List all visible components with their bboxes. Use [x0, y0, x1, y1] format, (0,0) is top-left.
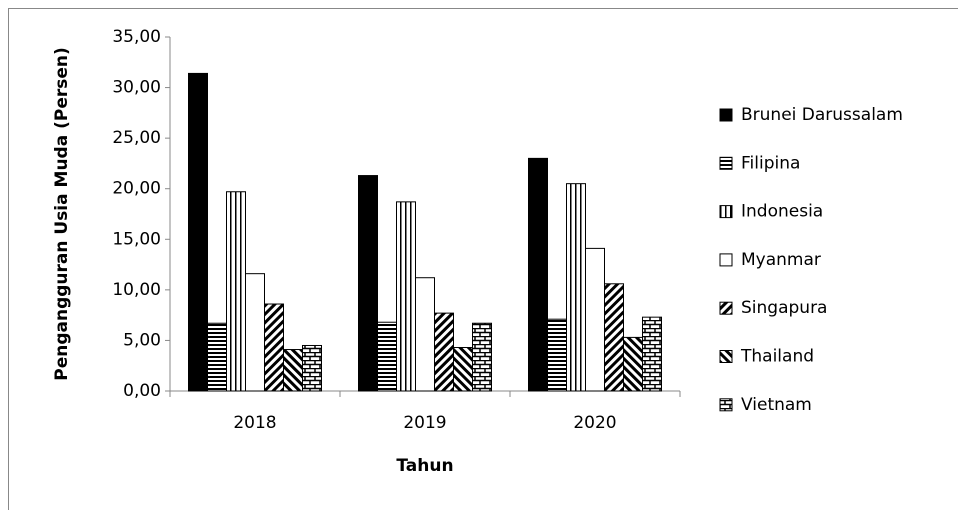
bar [284, 350, 303, 391]
legend-swatch [720, 302, 732, 314]
bar [359, 176, 378, 391]
bar [529, 158, 548, 391]
bar [189, 73, 208, 391]
legend-label: Vietnam [741, 395, 812, 415]
y-tick-label: 5,00 [123, 330, 161, 350]
bar [227, 192, 246, 391]
legend-label: Myanmar [741, 250, 821, 270]
y-axis-label: Pengangguran Usia Muda (Persen) [52, 47, 72, 381]
x-tick-label: 2019 [403, 413, 446, 433]
bar [208, 323, 227, 391]
bar [567, 184, 586, 391]
y-tick-label: 30,00 [112, 78, 161, 98]
bar [605, 284, 624, 391]
x-axis-label: Tahun [396, 456, 453, 476]
legend-label: Filipina [741, 153, 800, 173]
legend-swatch [720, 351, 732, 363]
bar [624, 337, 643, 391]
bar [265, 304, 284, 391]
bar [435, 313, 454, 391]
legend-swatch [720, 254, 732, 266]
x-tick-label: 2020 [573, 413, 616, 433]
x-tick-label: 2018 [233, 413, 276, 433]
bar [397, 202, 416, 391]
legend-swatch [720, 157, 732, 169]
bar [378, 322, 397, 391]
bar [416, 278, 435, 391]
y-tick-label: 15,00 [112, 229, 161, 249]
bar [586, 248, 605, 391]
y-tick-label: 20,00 [112, 179, 161, 199]
y-tick-label: 0,00 [123, 381, 161, 401]
bar [454, 348, 473, 391]
bar [548, 319, 567, 391]
bar [303, 345, 322, 391]
legend-label: Brunei Darussalam [741, 105, 903, 125]
legend-swatch [720, 109, 732, 121]
legend-label: Thailand [740, 347, 814, 367]
legend-label: Indonesia [741, 202, 823, 222]
bar [473, 323, 492, 391]
bar [246, 274, 265, 391]
legend-swatch [720, 206, 732, 218]
y-tick-label: 10,00 [112, 280, 161, 300]
y-tick-label: 35,00 [112, 27, 161, 47]
legend-swatch [720, 399, 732, 411]
bar [643, 317, 662, 391]
legend-label: Singapura [741, 298, 827, 318]
y-tick-label: 25,00 [112, 128, 161, 148]
